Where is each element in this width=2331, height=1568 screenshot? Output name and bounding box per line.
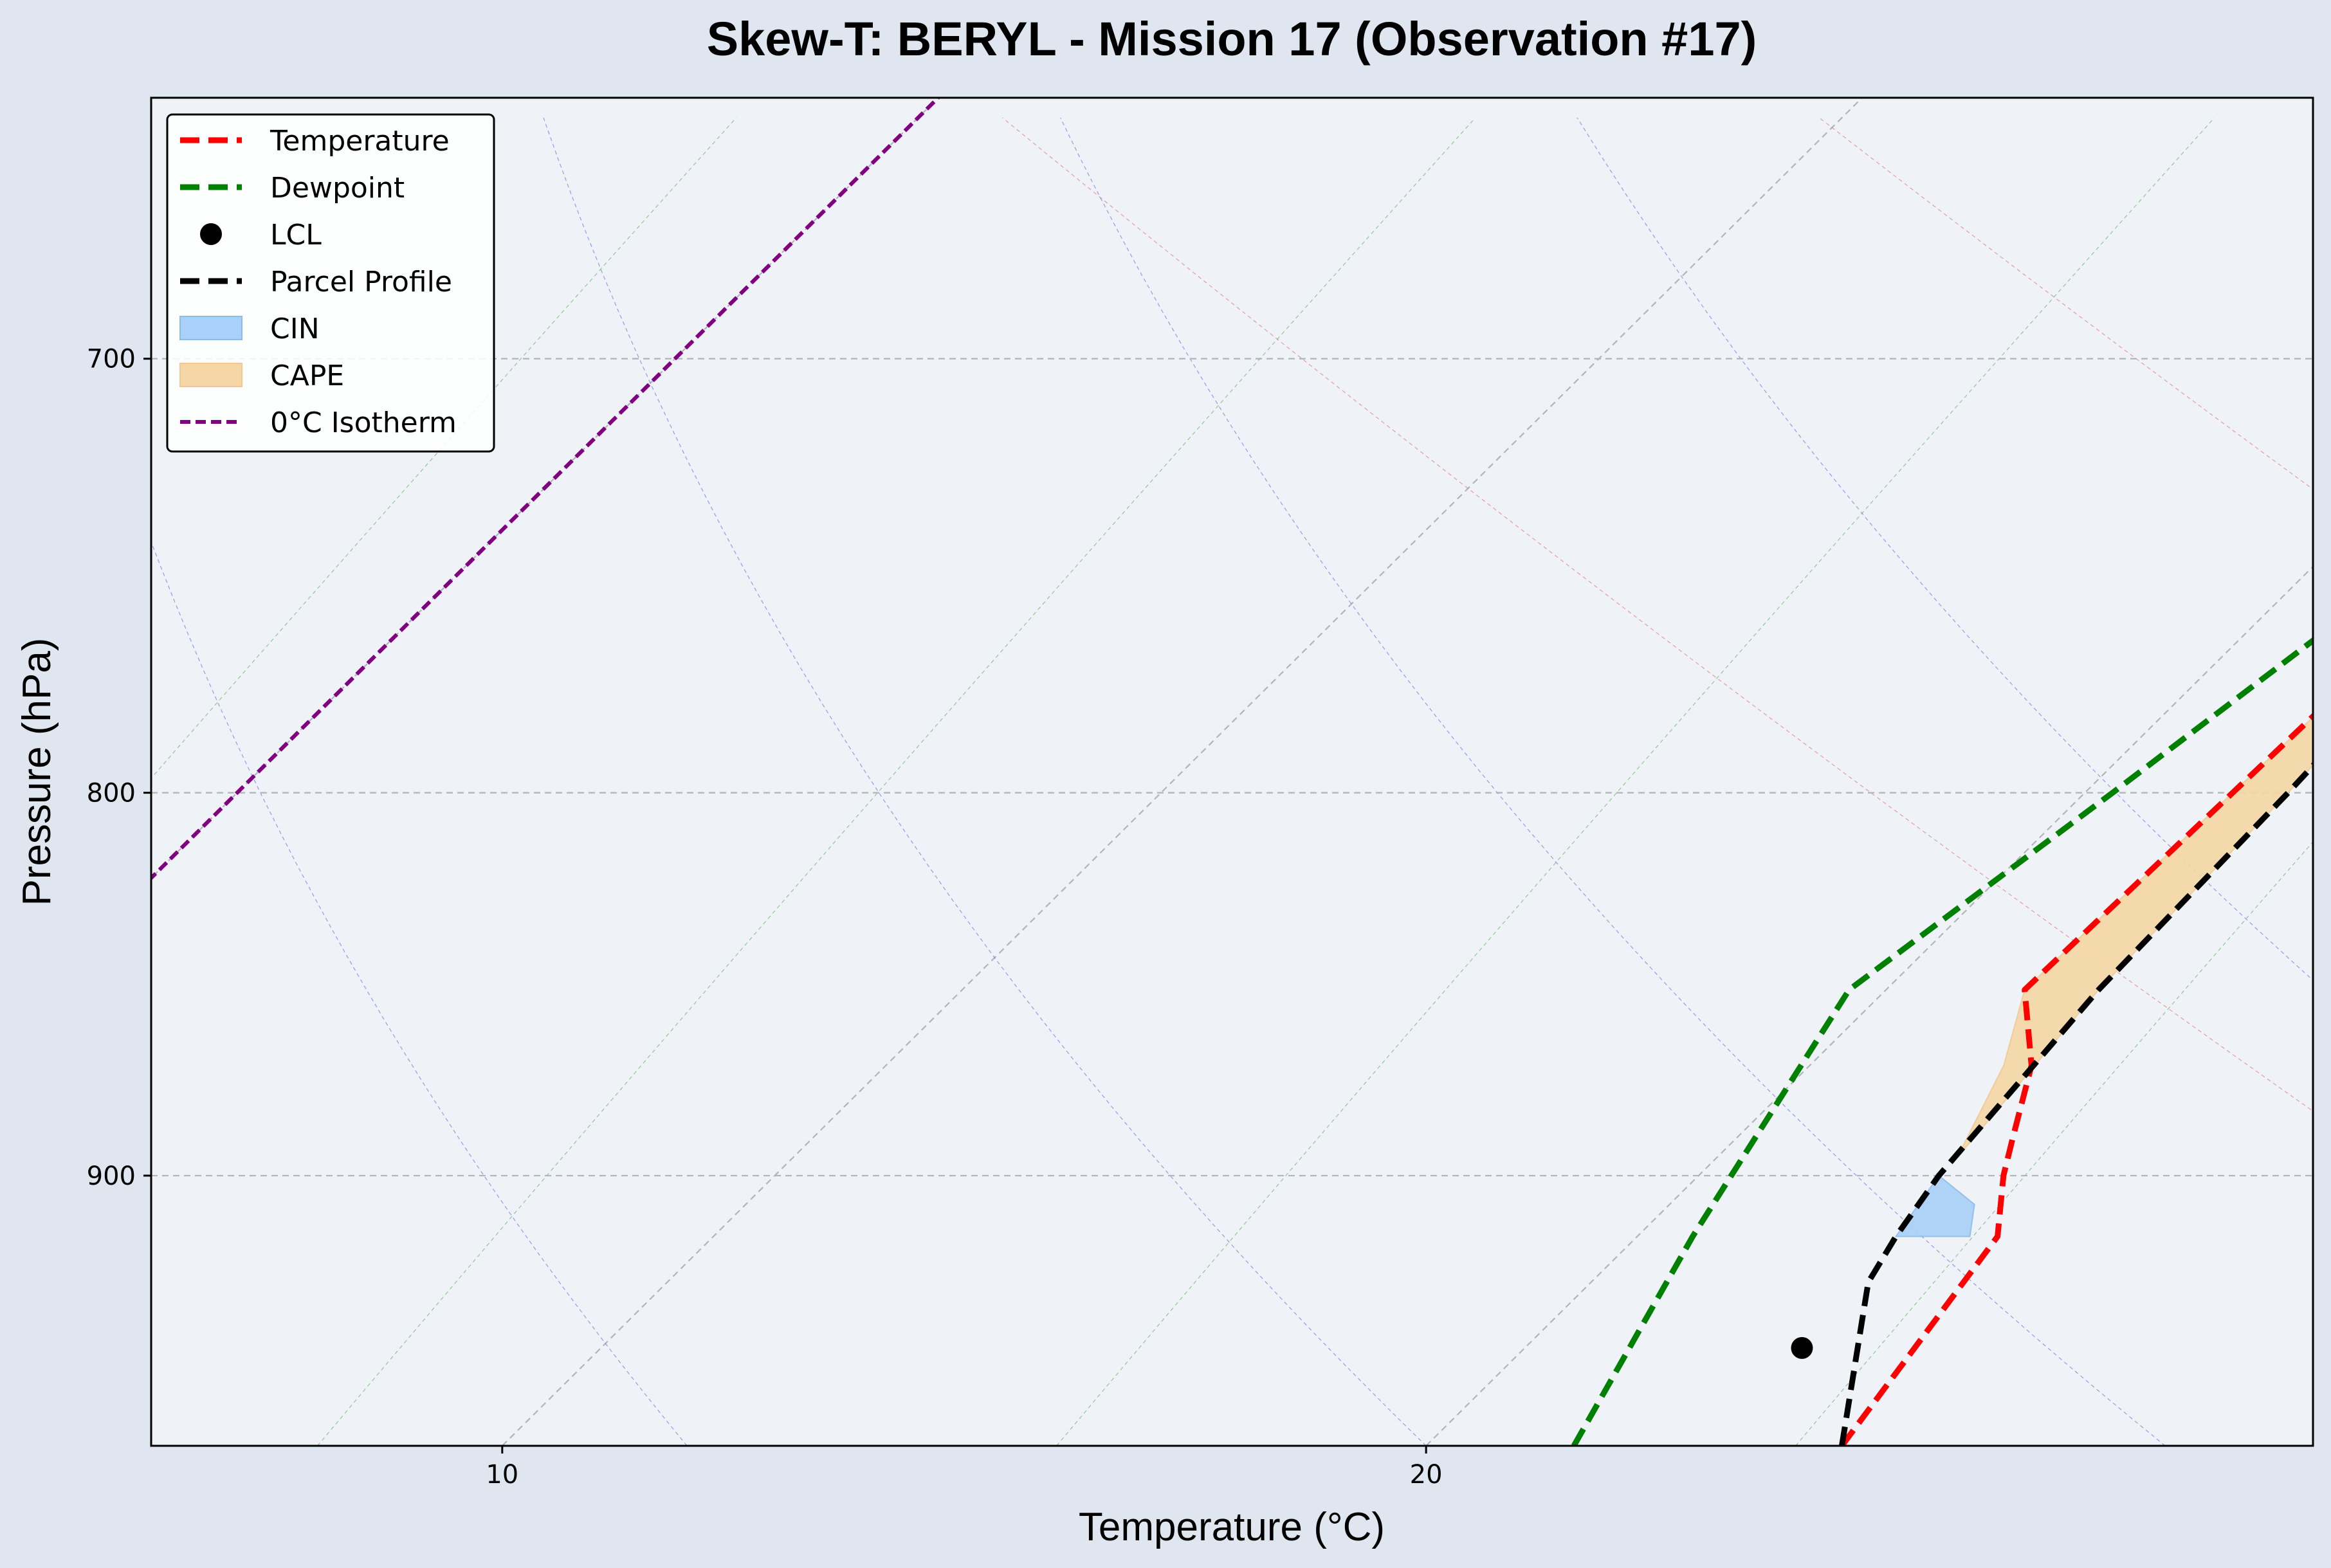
dry-adiabat-line (1002, 117, 2313, 1112)
y-axis-label: Pressure (hPa) (15, 638, 59, 906)
x-tick-label: 10 (486, 1460, 518, 1490)
legend-swatch-cape (179, 363, 242, 387)
legend-label-cin: CIN (270, 313, 320, 345)
y-tick-label: 700 (87, 345, 136, 374)
lcl-marker (1791, 1336, 1813, 1359)
isotherm-line (502, 98, 1863, 1446)
legend-box (166, 113, 495, 453)
mixing-ratio-line (1056, 117, 2215, 1446)
y-tick-label: 900 (87, 1162, 136, 1191)
y-axis: 700 800 900 (87, 345, 151, 1191)
mixing-ratio-line (151, 117, 736, 779)
x-tick-label: 20 (1410, 1460, 1443, 1490)
legend-swatch-cin (179, 316, 242, 340)
chart-title: Skew-T: BERYL - Mission 17 (Observation … (707, 12, 1757, 66)
isotherm-line (0, 98, 14, 1446)
mixing-ratio-line (1795, 841, 2313, 1446)
moist-adiabat-line (543, 117, 1427, 1446)
legend-label-cape: CAPE (270, 360, 344, 392)
markers (1791, 1336, 1813, 1359)
legend-swatch-lcl (200, 223, 222, 245)
dewpoint-line (1571, 637, 2313, 1446)
legend-label-dewpoint: Dewpoint (270, 172, 405, 205)
legend-label-lcl: LCL (270, 219, 322, 251)
y-tick-label: 800 (87, 779, 136, 808)
parcel-profile-line (1839, 761, 2313, 1446)
mixing-ratio-line (317, 117, 1476, 1446)
moist-adiabat-line (151, 540, 688, 1446)
legend-label-0-c-isotherm: 0°C Isotherm (270, 406, 457, 439)
zero-isotherm-line (151, 98, 940, 881)
x-axis: 10 20 (486, 1446, 1443, 1490)
x-axis-label: Temperature (°C) (1079, 1505, 1385, 1549)
plot-frame (150, 96, 2314, 1447)
profile-lines (151, 98, 2313, 1446)
moist-adiabat-line (1577, 117, 2313, 981)
legend: Temperature Dewpoint LCL Parcel Profile CIN C… (166, 113, 495, 453)
legend-label-temperature: Temperature (270, 125, 450, 158)
dry-adiabat-line (1819, 117, 2313, 490)
isotherm-line (1425, 565, 2313, 1446)
legend-label-parcel-profile: Parcel Profile (270, 266, 452, 298)
